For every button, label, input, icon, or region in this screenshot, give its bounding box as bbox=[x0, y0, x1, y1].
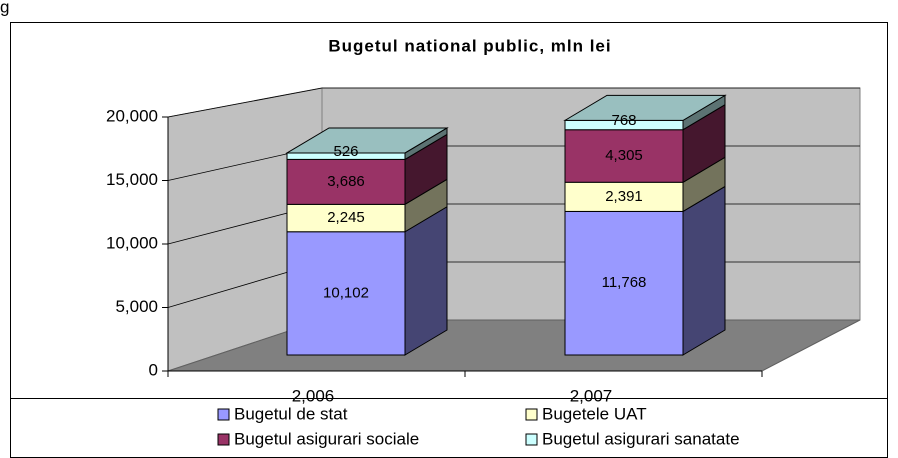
value-label: 2,391 bbox=[605, 188, 643, 205]
bar-segment bbox=[286, 205, 448, 356]
legend-box bbox=[10, 398, 888, 458]
legend-label: Bugetul asigurari sociale bbox=[234, 429, 419, 448]
bar-front bbox=[286, 158, 406, 205]
legend-label: Bugetele UAT bbox=[542, 404, 647, 423]
value-label: 3,686 bbox=[327, 173, 365, 190]
x-tick-label: 2,007 bbox=[570, 386, 613, 405]
value-label: 11,768 bbox=[602, 274, 647, 291]
y-tick-label: 10,000 bbox=[106, 233, 158, 252]
x-tick-label: 2,006 bbox=[292, 386, 335, 405]
bar-front bbox=[564, 181, 684, 212]
legend-label: Bugetul de stat bbox=[234, 404, 348, 423]
bar-segment bbox=[564, 156, 726, 213]
legend-label: Bugetul asigurari sanatate bbox=[542, 429, 740, 448]
grid-line bbox=[167, 87, 860, 118]
cut-text: g bbox=[0, 0, 9, 16]
bar-front bbox=[286, 231, 406, 356]
bar-segment bbox=[286, 133, 448, 206]
bar-segment bbox=[286, 178, 448, 233]
bar-segment bbox=[564, 103, 726, 184]
bar-segment bbox=[564, 185, 726, 356]
y-tick-label: 5,000 bbox=[115, 297, 158, 316]
legend-swatch bbox=[217, 408, 230, 421]
value-label: 10,102 bbox=[323, 284, 369, 301]
legend-swatch bbox=[525, 408, 538, 421]
bar-side bbox=[682, 185, 726, 356]
chart-title: Bugetul national public, mln lei bbox=[328, 36, 611, 55]
y-tick-label: 15,000 bbox=[106, 170, 158, 189]
value-label: 526 bbox=[333, 143, 358, 160]
value-label: 768 bbox=[611, 112, 636, 129]
y-tick-label: 0 bbox=[149, 360, 158, 379]
legend-swatch bbox=[525, 433, 538, 446]
bar-front bbox=[564, 129, 684, 183]
bar-segment bbox=[285, 127, 449, 161]
value-label: 4,305 bbox=[605, 147, 643, 164]
bar-top bbox=[563, 94, 727, 121]
bar-front bbox=[564, 210, 684, 356]
legend-swatch bbox=[217, 433, 230, 446]
bar-front bbox=[286, 203, 406, 233]
y-tick-label: 20,000 bbox=[106, 106, 158, 125]
value-label: 2,245 bbox=[327, 209, 365, 226]
bar-top bbox=[285, 127, 449, 154]
bar-side bbox=[404, 205, 448, 356]
bar-segment bbox=[563, 94, 727, 131]
